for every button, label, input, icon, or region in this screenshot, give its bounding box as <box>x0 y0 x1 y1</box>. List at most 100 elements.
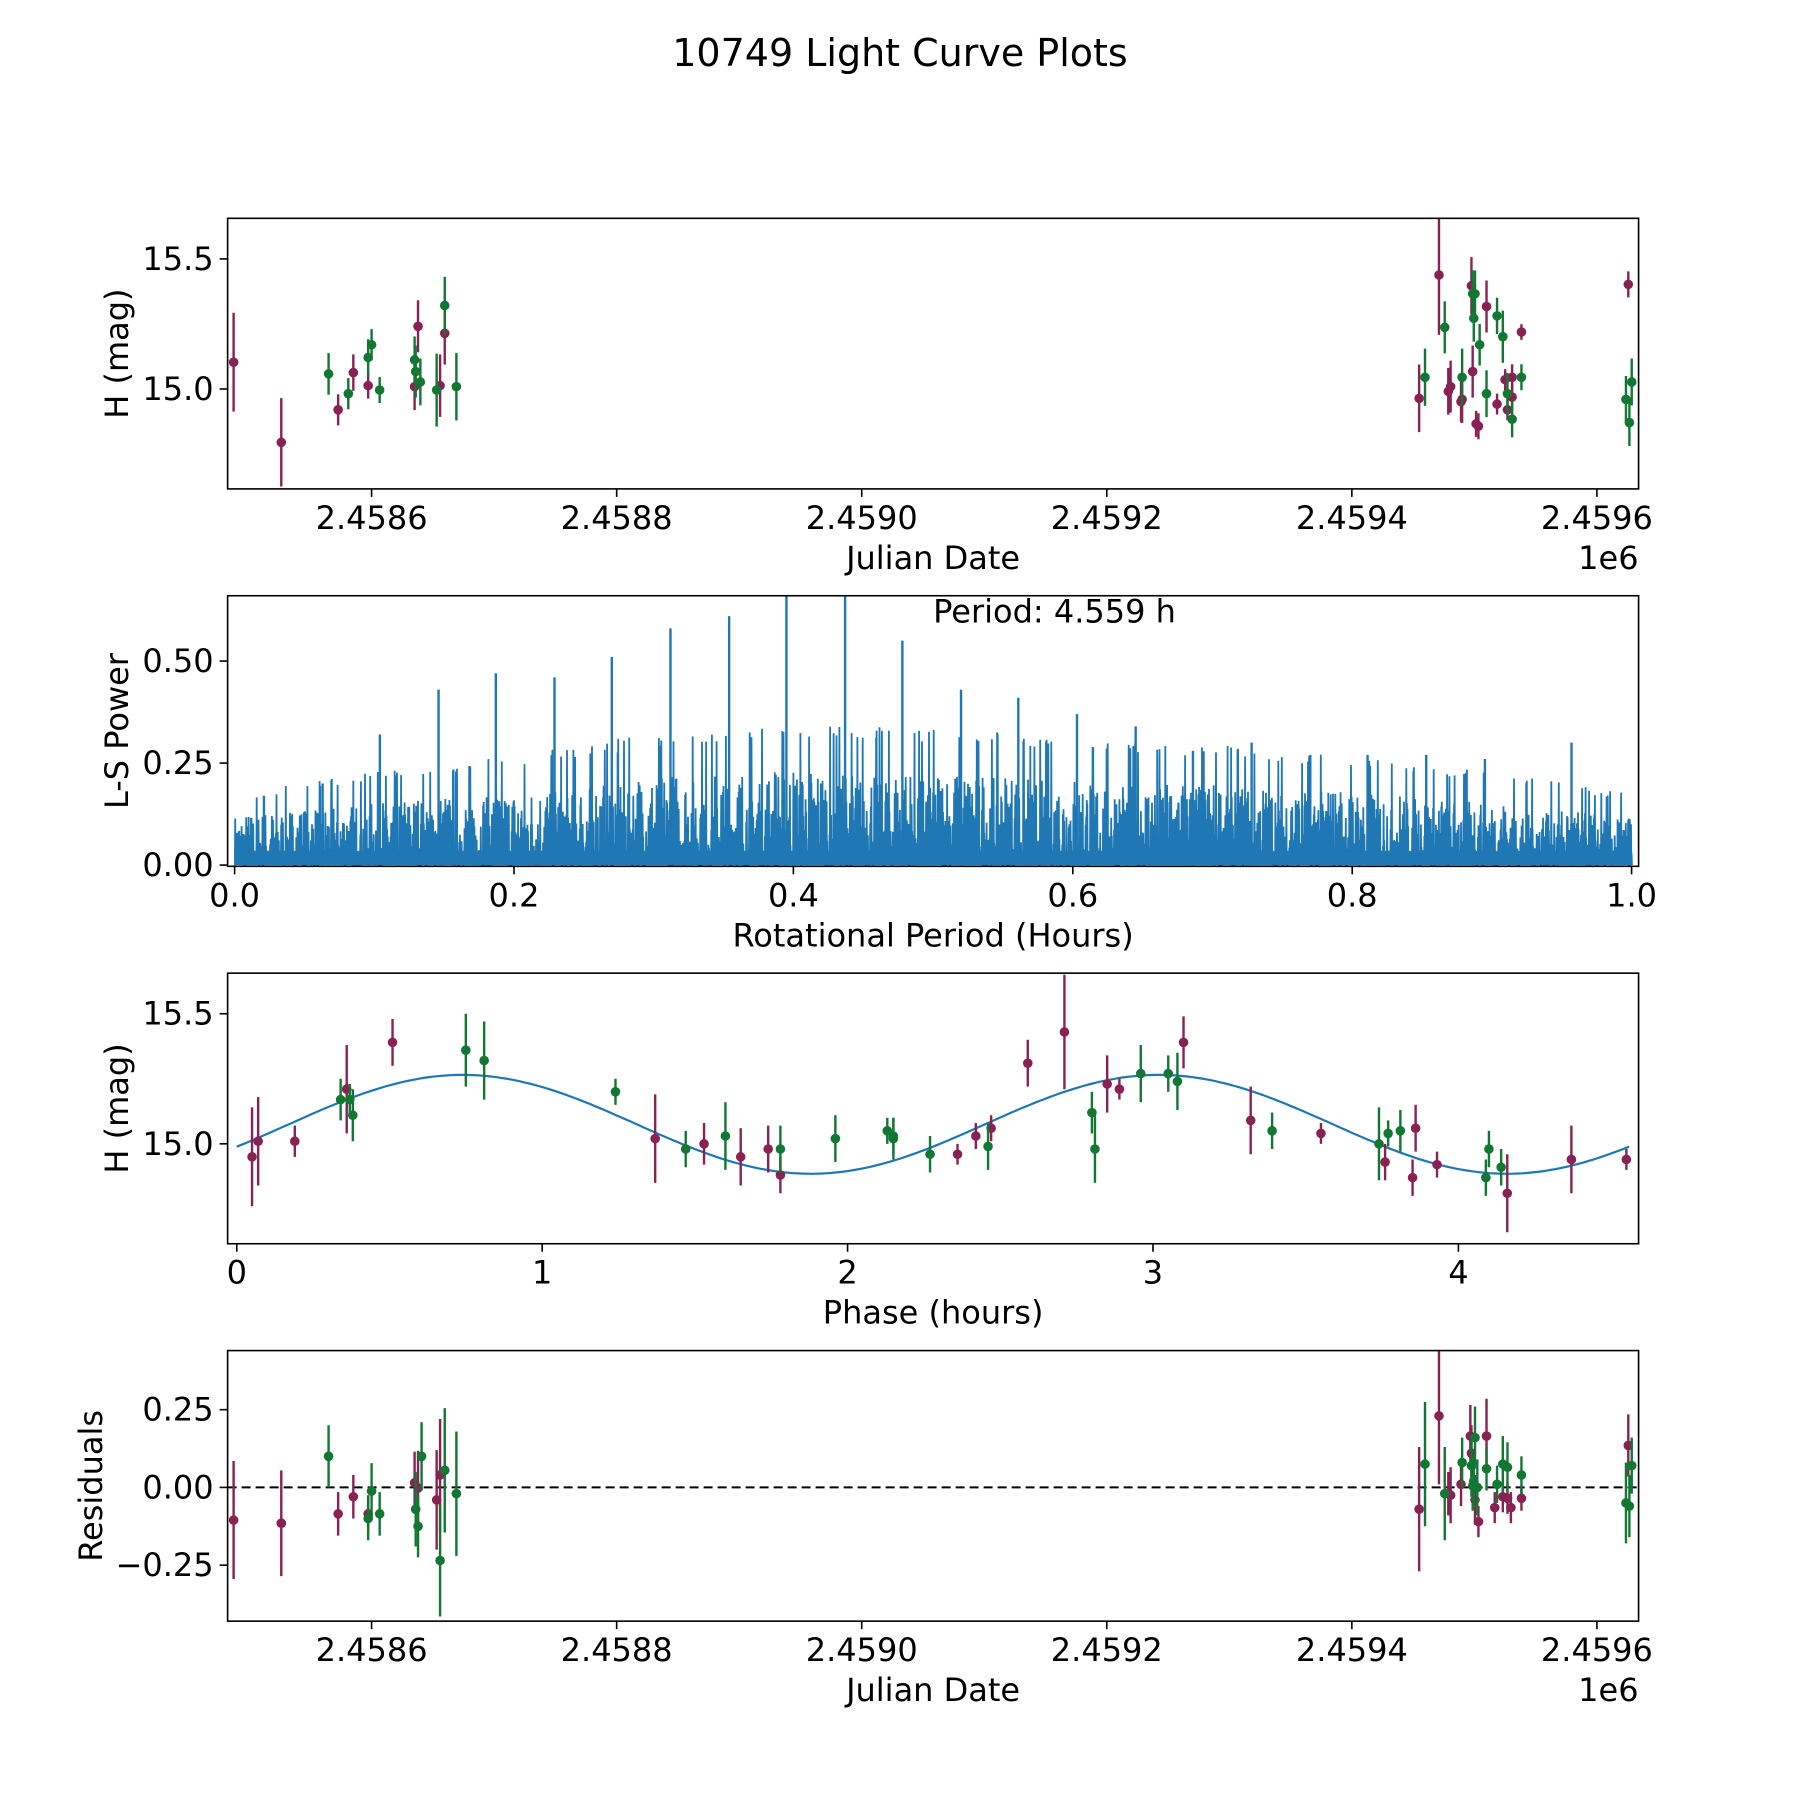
data-point <box>247 1107 257 1207</box>
data-marker <box>1468 313 1479 324</box>
data-point <box>1163 1055 1174 1092</box>
data-marker <box>1624 1501 1635 1511</box>
data-marker <box>461 1045 471 1055</box>
data-point <box>1496 1149 1506 1186</box>
x-tick-label: 0.6 <box>1047 876 1098 914</box>
data-marker <box>276 437 287 448</box>
data-marker <box>228 1515 239 1525</box>
data-marker <box>439 1465 450 1476</box>
x-offset-label: 1e6 <box>1578 1671 1638 1709</box>
data-marker <box>1473 421 1484 432</box>
data-point <box>415 358 426 406</box>
data-marker <box>1506 1502 1516 1513</box>
data-marker <box>680 1144 691 1154</box>
data-marker <box>335 1094 346 1105</box>
data-marker <box>1410 1123 1421 1134</box>
data-marker <box>323 369 334 379</box>
data-point <box>1316 1123 1326 1144</box>
x-tick-label: 2.4596 <box>1541 1631 1653 1669</box>
residuals-panel: 2.4586 2.4588 2.4590 2.4592 2.4594 2.4596 −0.2… <box>72 1349 1653 1709</box>
data-point <box>413 1495 423 1558</box>
data-marker <box>610 1087 621 1097</box>
data-marker <box>1481 1431 1492 1441</box>
x-tick-label: 0 <box>227 1254 247 1292</box>
data-point <box>1516 324 1527 340</box>
data-marker <box>1502 1188 1513 1199</box>
x-tick-label: 2.4586 <box>316 1631 428 1669</box>
data-marker <box>1059 1027 1070 1037</box>
data-marker <box>1172 1076 1183 1087</box>
data-marker <box>1481 388 1492 399</box>
data-marker <box>1267 1126 1277 1136</box>
data-marker <box>720 1131 731 1141</box>
series-filter-green <box>323 270 1637 446</box>
data-marker <box>1516 1470 1527 1480</box>
y-axis-label: H (mag) <box>98 1043 136 1173</box>
data-point <box>1380 1143 1390 1181</box>
data-point <box>1473 413 1484 440</box>
data-marker <box>333 1509 343 1519</box>
plot-area <box>236 974 1632 1233</box>
data-marker <box>1473 1516 1484 1527</box>
data-marker <box>775 1170 786 1180</box>
data-marker <box>363 380 373 391</box>
data-marker <box>1434 270 1444 280</box>
axes-frame <box>226 217 1640 490</box>
data-marker <box>1383 1128 1393 1139</box>
figure-title: 10749 Light Curve Plots <box>672 31 1127 75</box>
x-tick-label: 2.4596 <box>1541 499 1653 537</box>
data-point <box>925 1136 935 1173</box>
x-tick-label: 0.0 <box>209 876 260 914</box>
data-point <box>971 1123 981 1150</box>
data-marker <box>1434 1411 1444 1421</box>
x-axis-label: Phase (hours) <box>823 1294 1044 1332</box>
data-marker <box>1502 388 1513 399</box>
data-marker <box>1472 1482 1483 1493</box>
data-point <box>1090 1115 1100 1183</box>
y-tick-label: 0.00 <box>142 1468 213 1506</box>
y-tick-label: 0.25 <box>142 744 213 782</box>
x-tick-label: 1.0 <box>1606 876 1657 914</box>
data-marker <box>431 385 442 395</box>
data-point <box>374 1492 385 1536</box>
data-marker <box>1374 1139 1384 1149</box>
data-marker <box>1178 1037 1189 1048</box>
data-point <box>1439 301 1450 354</box>
data-point <box>680 1130 691 1168</box>
data-point <box>735 1128 746 1186</box>
data-point <box>1135 1044 1146 1103</box>
data-marker <box>374 385 385 395</box>
y-axis-label: Residuals <box>72 1410 110 1562</box>
x-tick-label: 2.4592 <box>1051 1631 1163 1669</box>
data-point <box>775 1125 786 1173</box>
data-point <box>1102 1055 1112 1113</box>
data-point <box>1445 360 1456 413</box>
data-marker <box>735 1152 746 1162</box>
model-fit-curve <box>236 1073 1630 1175</box>
x-tick-label: 2.4590 <box>806 499 918 537</box>
data-point <box>1434 1350 1444 1485</box>
data-marker <box>1457 1457 1467 1468</box>
data-point <box>1383 1120 1393 1147</box>
data-point <box>1623 271 1634 298</box>
data-marker <box>451 381 462 392</box>
data-marker <box>1439 322 1450 333</box>
data-point <box>335 1078 346 1121</box>
lightcurve-panel: 2.4586 2.4588 2.4590 2.4592 2.4594 2.4596 15.0… <box>98 217 1653 577</box>
periodogram-baseline <box>234 850 1632 866</box>
data-marker <box>1624 417 1635 428</box>
data-point <box>720 1102 731 1170</box>
data-marker <box>952 1149 963 1160</box>
data-marker <box>1507 372 1517 383</box>
data-point <box>1484 1130 1494 1168</box>
data-point <box>1432 1151 1442 1178</box>
data-marker <box>415 377 426 387</box>
data-marker <box>1114 1084 1125 1094</box>
data-marker <box>247 1152 257 1162</box>
data-point <box>1114 1078 1125 1100</box>
data-marker <box>1420 372 1430 383</box>
data-point <box>333 394 343 426</box>
series-filter-green <box>323 1401 1637 1617</box>
data-marker <box>1087 1107 1097 1118</box>
data-marker <box>1481 1463 1492 1474</box>
